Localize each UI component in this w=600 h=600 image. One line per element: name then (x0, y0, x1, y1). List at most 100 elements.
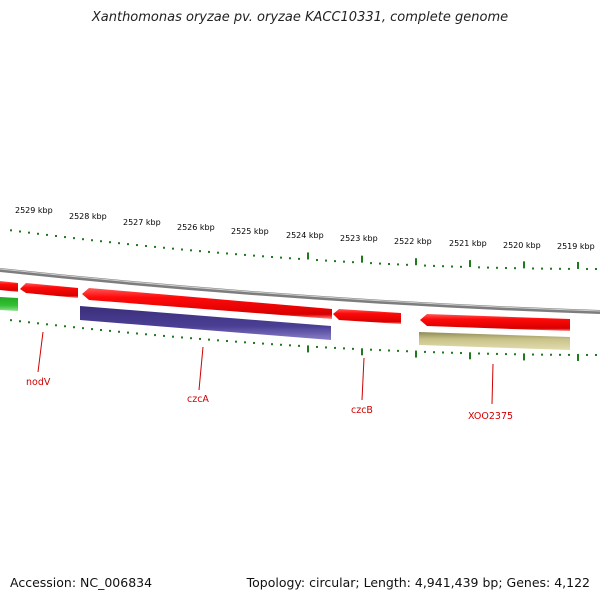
tick-label-2525: 2525 kbp (231, 227, 269, 236)
minor-tick (181, 248, 183, 251)
minor-tick (487, 352, 489, 355)
minor-tick (37, 322, 39, 325)
minor-tick (325, 346, 327, 349)
minor-tick (109, 329, 111, 332)
minor-tick (163, 334, 165, 337)
minor-tick (226, 340, 228, 343)
minor-tick (82, 327, 84, 330)
green-feature-bar[interactable] (0, 297, 18, 311)
tick-label-2520: 2520 kbp (503, 241, 541, 250)
outer-scale-ticks (10, 229, 597, 270)
genome-backbone-highlight (0, 268, 600, 312)
minor-tick (532, 267, 534, 270)
major-tick (415, 350, 417, 358)
minor-tick (316, 345, 318, 348)
gene-label-czcB[interactable]: czcB (351, 405, 373, 416)
minor-tick (271, 255, 273, 258)
olive-feature-bar-XOO2375[interactable] (419, 332, 570, 350)
minor-tick (190, 337, 192, 340)
minor-tick (100, 240, 102, 243)
minor-tick (451, 265, 453, 268)
gene-arrow-nodV[interactable] (0, 281, 18, 292)
minor-tick (379, 349, 381, 352)
minor-tick (343, 260, 345, 263)
minor-tick (73, 237, 75, 240)
accession-text: Accession: NC_006834 (10, 575, 153, 590)
minor-tick (244, 253, 246, 256)
minor-tick (289, 257, 291, 260)
major-tick (469, 260, 471, 268)
gene-label-czcA[interactable]: czcA (187, 394, 209, 405)
minor-tick (595, 267, 597, 270)
minor-tick (388, 263, 390, 266)
minor-tick (532, 353, 534, 356)
minor-tick (118, 242, 120, 245)
gene-arrow-left-1[interactable] (20, 283, 78, 298)
minor-tick (478, 266, 480, 269)
tick-label-2527: 2527 kbp (123, 218, 161, 227)
gene-labels: nodV czcA czcB XOO2375 (26, 377, 513, 422)
gene-arrow-XOO2375-forward[interactable] (420, 314, 570, 331)
minor-tick (559, 267, 561, 270)
gene-label-XOO2375[interactable]: XOO2375 (468, 411, 513, 422)
minor-tick (505, 353, 507, 356)
minor-tick (514, 267, 516, 270)
minor-tick (433, 264, 435, 267)
minor-tick (10, 229, 12, 232)
minor-tick (181, 336, 183, 339)
minor-tick (262, 342, 264, 345)
minor-tick (235, 253, 237, 256)
minor-tick (496, 352, 498, 355)
minor-tick (406, 350, 408, 353)
minor-tick (73, 326, 75, 329)
minor-tick (586, 353, 588, 356)
minor-tick (208, 338, 210, 341)
minor-tick (19, 230, 21, 233)
tick-label-2522: 2522 kbp (394, 237, 432, 246)
minor-tick (397, 263, 399, 266)
minor-tick (505, 266, 507, 269)
forward-genes (0, 281, 570, 331)
blue-feature-bar-czcA[interactable] (80, 306, 331, 340)
minor-tick (352, 261, 354, 264)
minor-tick (397, 349, 399, 352)
minor-tick (280, 343, 282, 346)
minor-tick (64, 236, 66, 239)
major-tick (361, 255, 363, 263)
minor-tick (10, 319, 12, 322)
minor-tick (496, 266, 498, 269)
gene-label-nodV[interactable]: nodV (26, 377, 51, 388)
minor-tick (352, 347, 354, 350)
major-tick (577, 261, 579, 269)
major-tick (577, 353, 579, 361)
minor-tick (235, 340, 237, 343)
minor-tick (316, 259, 318, 262)
minor-tick (109, 241, 111, 244)
scale-labels: 2529 kbp 2528 kbp 2527 kbp 2526 kbp 2525… (15, 206, 595, 251)
major-tick (469, 352, 471, 360)
minor-tick (568, 267, 570, 270)
minor-tick (82, 238, 84, 241)
minor-tick (586, 267, 588, 270)
leader-czcA (198, 346, 204, 391)
leader-czcB (361, 357, 365, 401)
minor-tick (145, 244, 147, 247)
minor-tick (433, 351, 435, 354)
minor-tick (91, 239, 93, 242)
minor-tick (379, 262, 381, 265)
minor-tick (199, 250, 201, 253)
tick-label-2519: 2519 kbp (557, 242, 595, 251)
minor-tick (190, 249, 192, 252)
minor-tick (199, 337, 201, 340)
minor-tick (46, 323, 48, 326)
minor-tick (442, 351, 444, 354)
minor-tick (550, 353, 552, 356)
gene-arrow-czcB-forward[interactable] (333, 309, 401, 324)
minor-tick (487, 266, 489, 269)
gene-arrow-czcA-forward[interactable] (82, 288, 332, 319)
minor-tick (289, 344, 291, 347)
minor-tick (118, 330, 120, 333)
minor-tick (442, 265, 444, 268)
minor-tick (127, 331, 129, 334)
